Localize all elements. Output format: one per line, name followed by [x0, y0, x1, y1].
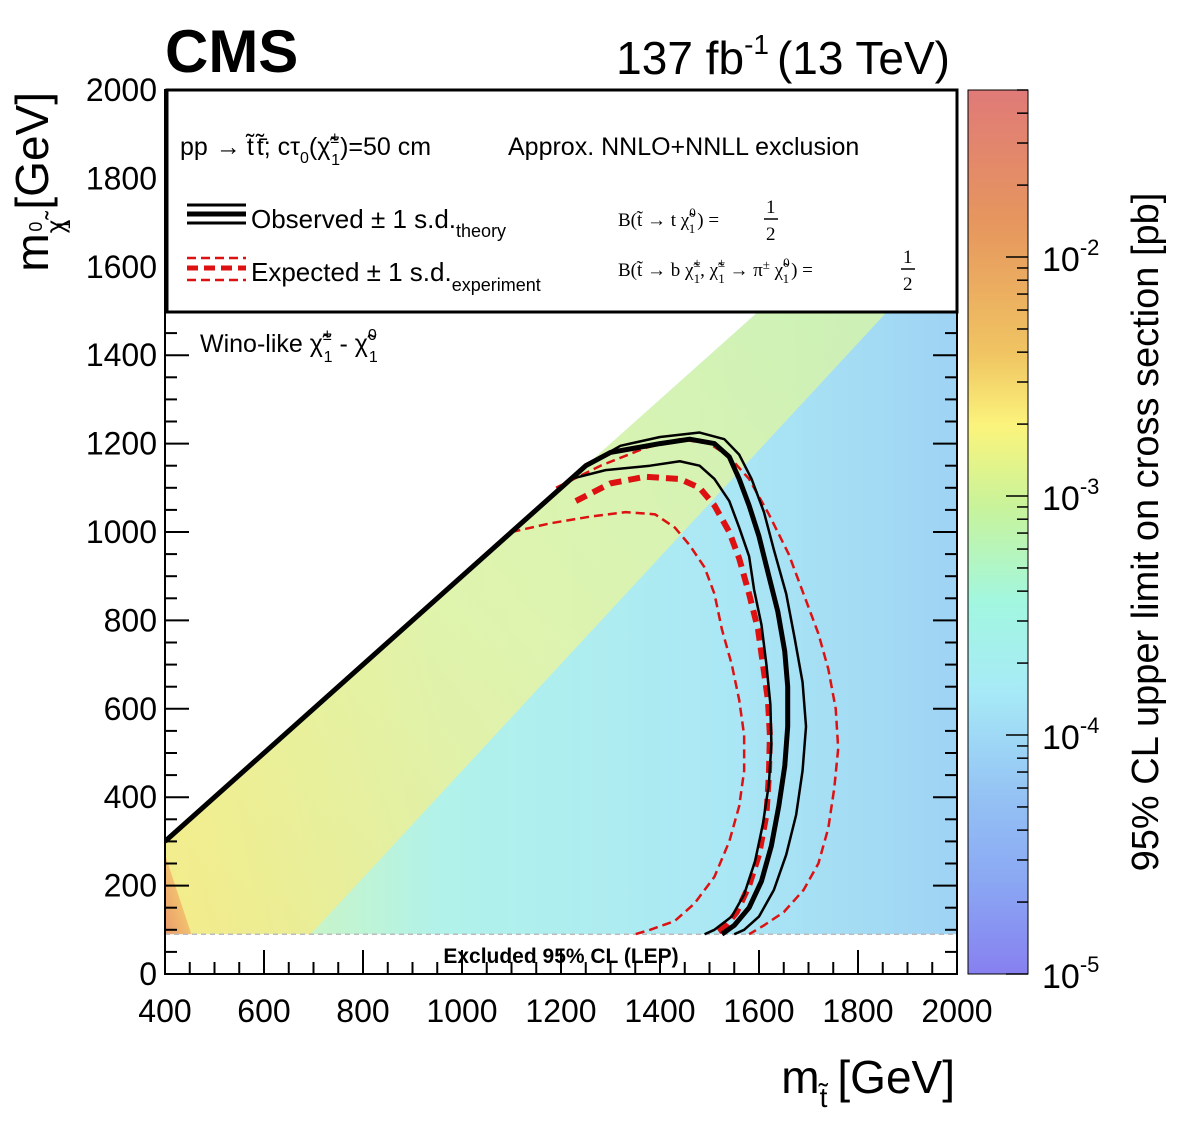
legend-br2: B(t̃ → b χ̃± 1, χ̃± 1 → π± χ̃0 1) = [618, 255, 813, 286]
y-tick-label: 400 [104, 779, 157, 815]
legend-br2-frac-den: 2 [903, 274, 913, 295]
y-tick-label: 200 [104, 868, 157, 904]
z-tick-label: 10-4 [1042, 713, 1099, 757]
legend-br1-frac-den: 2 [766, 224, 776, 245]
z-tick-label: 10-2 [1042, 235, 1099, 279]
contour-expected-minus [511, 510, 746, 936]
x-tick-label: 2000 [921, 993, 992, 1029]
lumi-label: 137 fb-1 (13 TeV) [616, 29, 950, 84]
contour-observed-minus [570, 460, 773, 936]
z-tick-label: 10-3 [1042, 474, 1099, 518]
x-tick-label: 1000 [426, 993, 497, 1029]
legend-observed: Observed ± 1 s.d.theory [251, 204, 506, 241]
legend-br1-frac-num: 1 [766, 197, 776, 218]
cms-label: CMS [165, 18, 298, 85]
y-tick-label: 1400 [86, 337, 157, 373]
x-tick-label: 600 [237, 993, 290, 1029]
contour-observed [165, 436, 791, 937]
y-tick-label: 1800 [86, 160, 157, 196]
x-tick-label: 1600 [723, 993, 794, 1029]
legend-observed-swatch [187, 203, 246, 225]
contours-group [165, 431, 840, 937]
y-axis-title: mχ̃0 1[GeV] [6, 92, 74, 272]
x-tick-label: 1800 [822, 993, 893, 1029]
x-tick-label: 800 [336, 993, 389, 1029]
legend-xsec: Approx. NNLO+NNLL exclusion [508, 133, 859, 161]
heatmap-diagonal-band [165, 311, 888, 974]
contour-expected [574, 473, 773, 937]
y-tick-labels: 0 200 400 600 800 1000 1200 1400 1600 1800 2000 [86, 72, 157, 992]
y-tick-label: 800 [104, 602, 157, 638]
z-colorbar [968, 90, 1028, 974]
y-tick-label: 1200 [86, 426, 157, 462]
x-tick-label: 1200 [525, 993, 596, 1029]
legend-br2-frac-num: 1 [903, 247, 913, 268]
y-tick-label: 600 [104, 691, 157, 727]
legend-expected-swatch [187, 256, 246, 282]
legend-box: pp → t̃ t̃̄; cτ0(χ̃± 1)=50 cm Approx. NNLO+N… [165, 88, 959, 314]
y-tick-label: 0 [139, 956, 157, 992]
y-tick-label: 2000 [86, 72, 157, 108]
y-tick-label: 1600 [86, 249, 157, 285]
x-axis-title: mt̃ [GeV] [781, 1051, 955, 1113]
z-axis-ticks: 10-2 10-3 10-4 10-5 [1006, 89, 1099, 996]
z-axis-title: 95% CL upper limit on cross section [pb] [1125, 193, 1167, 872]
legend-expected: Expected ± 1 s.d.experiment [251, 257, 541, 295]
x-tick-labels: 400 600 800 1000 1200 1400 1600 1800 2000 [138, 993, 992, 1029]
y-tick-label: 1000 [86, 514, 157, 550]
contour-observed-plus [592, 431, 808, 936]
x-tick-label: 400 [138, 993, 191, 1029]
x-tick-label: 1400 [624, 993, 695, 1029]
z-tick-label: 10-5 [1042, 952, 1099, 996]
legend-process: pp → t̃ t̃̄; cτ0(χ̃± 1)=50 cm [180, 130, 431, 169]
legend-br1: B(t̃ → t χ̃0 1) = [618, 205, 719, 236]
z-colorbar-frame [967, 89, 1029, 975]
